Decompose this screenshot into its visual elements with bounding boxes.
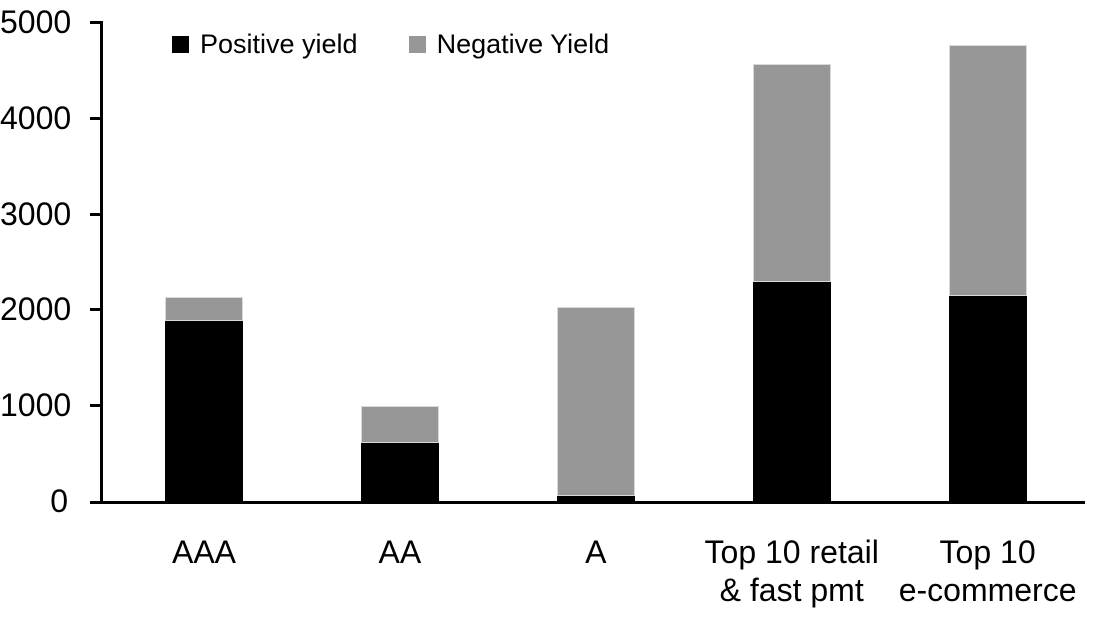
legend-item: Positive yield (172, 29, 358, 60)
bar-segment-negative-yield (556, 307, 635, 496)
y-tick-mark (90, 116, 100, 120)
y-axis-line (100, 21, 103, 504)
bar-segment-positive-yield (165, 321, 243, 501)
y-tick-mark (90, 212, 100, 216)
bar-segment-positive-yield (360, 443, 439, 501)
legend-swatch-positive-yield (172, 36, 189, 53)
y-tick-label: 0 (50, 483, 68, 519)
chart-legend: Positive yield Negative Yield (172, 29, 609, 60)
x-category-label: Top 10 retail & fast pmt (704, 534, 879, 608)
legend-item: Negative Yield (408, 29, 610, 60)
bar-segment-negative-yield (948, 45, 1027, 296)
legend-swatch-negative-yield (408, 36, 426, 53)
bar-segment-negative-yield (360, 406, 439, 443)
x-category-label: AAA (171, 534, 237, 570)
legend-label: Positive yield (200, 29, 358, 59)
x-axis-line (90, 501, 1085, 504)
bar-segment-negative-yield (165, 297, 243, 321)
y-tick-mark (90, 308, 100, 312)
y-tick-label: 1000 (0, 387, 72, 424)
y-tick-label: 4000 (0, 99, 72, 136)
y-tick-mark (90, 21, 100, 24)
x-category-label: Top 10 e-commerce (898, 534, 1077, 608)
bar-segment-positive-yield (948, 296, 1027, 501)
legend-label: Negative Yield (436, 29, 610, 59)
y-tick-label: 5000 (0, 4, 72, 40)
y-tick-mark (90, 404, 100, 408)
x-category-label: A (585, 534, 607, 570)
bar-segment-positive-yield (752, 282, 831, 501)
y-tick-label: 2000 (0, 291, 72, 328)
bar-segment-positive-yield (556, 496, 635, 501)
x-category-label: AA (378, 534, 422, 570)
y-tick-label: 3000 (0, 195, 72, 232)
bar-segment-negative-yield (752, 64, 831, 282)
